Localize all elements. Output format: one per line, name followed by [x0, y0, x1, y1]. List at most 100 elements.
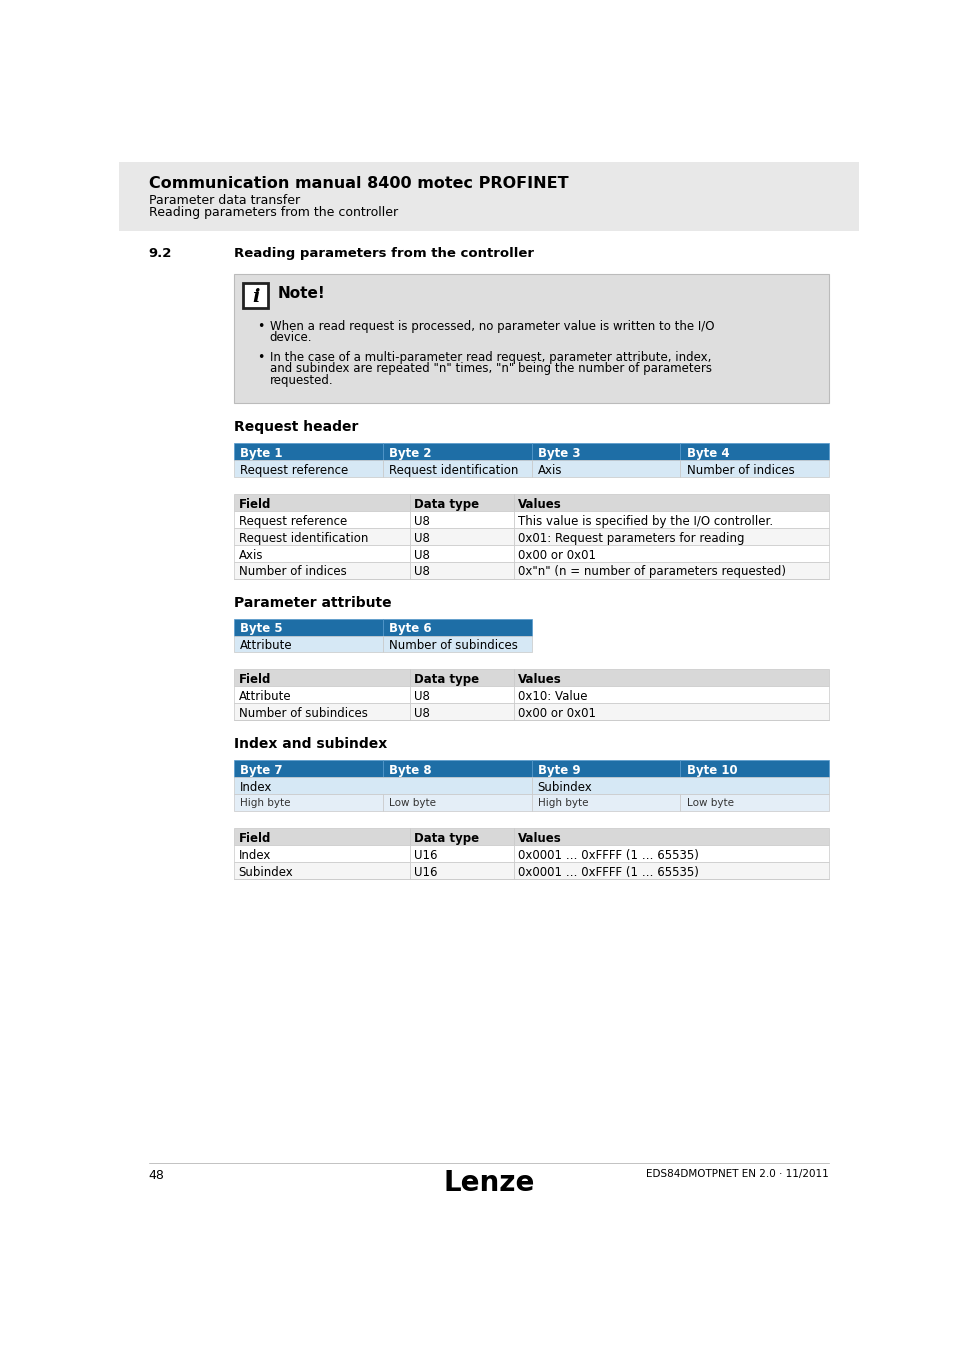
Bar — [382, 760, 531, 778]
Bar — [409, 861, 513, 879]
Text: U8: U8 — [414, 532, 430, 544]
Bar — [513, 510, 828, 528]
Text: 0x00 or 0x01: 0x00 or 0x01 — [517, 548, 596, 562]
Bar — [382, 443, 531, 460]
Text: 0x"n" (n = number of parameters requested): 0x"n" (n = number of parameters requeste… — [517, 566, 785, 579]
Text: Attribute: Attribute — [238, 690, 291, 703]
Bar — [233, 778, 531, 794]
Text: Number of subindices: Number of subindices — [389, 640, 517, 652]
Bar — [382, 460, 531, 477]
Bar — [233, 794, 382, 811]
Bar — [513, 845, 828, 861]
Text: U8: U8 — [414, 566, 430, 579]
Bar — [409, 528, 513, 544]
Text: device.: device. — [270, 331, 312, 344]
Text: 0x10: Value: 0x10: Value — [517, 690, 587, 703]
Text: Request reference: Request reference — [238, 514, 347, 528]
Text: U16: U16 — [414, 849, 437, 861]
Text: U8: U8 — [414, 548, 430, 562]
Text: Request identification: Request identification — [389, 464, 517, 477]
Text: Request header: Request header — [233, 420, 358, 433]
Bar — [233, 618, 382, 636]
Text: Note!: Note! — [277, 286, 325, 301]
Text: Index: Index — [238, 849, 271, 861]
Bar — [531, 460, 679, 477]
Text: Byte 8: Byte 8 — [389, 764, 431, 778]
Text: U8: U8 — [414, 707, 430, 720]
Text: Axis: Axis — [238, 548, 263, 562]
Text: When a read request is processed, no parameter value is written to the I/O: When a read request is processed, no par… — [270, 320, 714, 333]
Text: Byte 9: Byte 9 — [537, 764, 579, 778]
Text: Index and subindex: Index and subindex — [233, 737, 387, 751]
Text: Parameter data transfer: Parameter data transfer — [149, 194, 299, 208]
Text: Number of indices: Number of indices — [686, 464, 794, 477]
Bar — [382, 794, 531, 811]
Text: Byte 3: Byte 3 — [537, 447, 579, 460]
Bar — [679, 443, 828, 460]
Bar — [233, 670, 409, 686]
Text: Subindex: Subindex — [238, 865, 293, 879]
Bar — [679, 760, 828, 778]
Text: Data type: Data type — [414, 498, 478, 510]
Text: 9.2: 9.2 — [149, 247, 172, 259]
Text: and subindex are repeated "n" times, "n" being the number of parameters: and subindex are repeated "n" times, "n"… — [270, 362, 711, 375]
Text: EDS84DMOTPNET EN 2.0 · 11/2011: EDS84DMOTPNET EN 2.0 · 11/2011 — [646, 1169, 828, 1179]
Bar — [513, 670, 828, 686]
Text: Index: Index — [240, 782, 273, 794]
Bar — [233, 562, 409, 579]
Text: 0x0001 … 0xFFFF (1 … 65535): 0x0001 … 0xFFFF (1 … 65535) — [517, 849, 699, 861]
Text: U8: U8 — [414, 514, 430, 528]
Bar — [382, 636, 531, 652]
Text: 0x0001 … 0xFFFF (1 … 65535): 0x0001 … 0xFFFF (1 … 65535) — [517, 865, 699, 879]
Text: Request identification: Request identification — [238, 532, 368, 544]
Bar — [409, 686, 513, 703]
Bar — [409, 494, 513, 510]
Bar — [531, 778, 828, 794]
Text: Low byte: Low byte — [389, 798, 436, 809]
Bar — [409, 510, 513, 528]
Bar — [243, 284, 268, 308]
Bar — [409, 670, 513, 686]
Text: Number of subindices: Number of subindices — [238, 707, 367, 720]
Text: Byte 4: Byte 4 — [686, 447, 728, 460]
Bar — [513, 828, 828, 845]
Bar — [513, 544, 828, 562]
Text: Field: Field — [238, 832, 271, 845]
Text: 0x01: Request parameters for reading: 0x01: Request parameters for reading — [517, 532, 744, 544]
Bar — [119, 162, 858, 231]
Bar — [382, 618, 531, 636]
Bar — [233, 828, 409, 845]
Text: Reading parameters from the controller: Reading parameters from the controller — [233, 247, 534, 259]
Bar — [513, 861, 828, 879]
Text: Lenze: Lenze — [443, 1169, 534, 1197]
Text: Values: Values — [517, 498, 561, 510]
Text: Low byte: Low byte — [686, 798, 733, 809]
Text: Request reference: Request reference — [240, 464, 348, 477]
Text: Values: Values — [517, 674, 561, 686]
Bar — [531, 443, 679, 460]
Bar — [409, 562, 513, 579]
Bar — [233, 845, 409, 861]
Text: Byte 1: Byte 1 — [240, 447, 282, 460]
Bar — [233, 494, 409, 510]
Bar — [233, 686, 409, 703]
Bar — [233, 510, 409, 528]
Bar — [679, 460, 828, 477]
Text: U8: U8 — [414, 690, 430, 703]
Text: Byte 2: Byte 2 — [389, 447, 431, 460]
Bar — [513, 686, 828, 703]
Text: In the case of a multi-parameter read request, parameter attribute, index,: In the case of a multi-parameter read re… — [270, 351, 710, 363]
Bar — [513, 528, 828, 544]
Text: Data type: Data type — [414, 674, 478, 686]
Bar — [409, 703, 513, 721]
Bar — [513, 494, 828, 510]
Text: Field: Field — [238, 498, 271, 510]
Bar — [233, 760, 382, 778]
Text: Values: Values — [517, 832, 561, 845]
Text: 48: 48 — [149, 1169, 165, 1183]
Text: Reading parameters from the controller: Reading parameters from the controller — [149, 207, 397, 219]
Text: Attribute: Attribute — [240, 640, 293, 652]
Bar — [233, 703, 409, 721]
Bar — [531, 794, 679, 811]
Text: i: i — [252, 288, 259, 305]
